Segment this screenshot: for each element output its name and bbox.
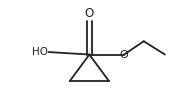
Text: O: O — [120, 50, 129, 60]
Text: HO: HO — [32, 47, 48, 57]
Text: O: O — [85, 7, 94, 20]
